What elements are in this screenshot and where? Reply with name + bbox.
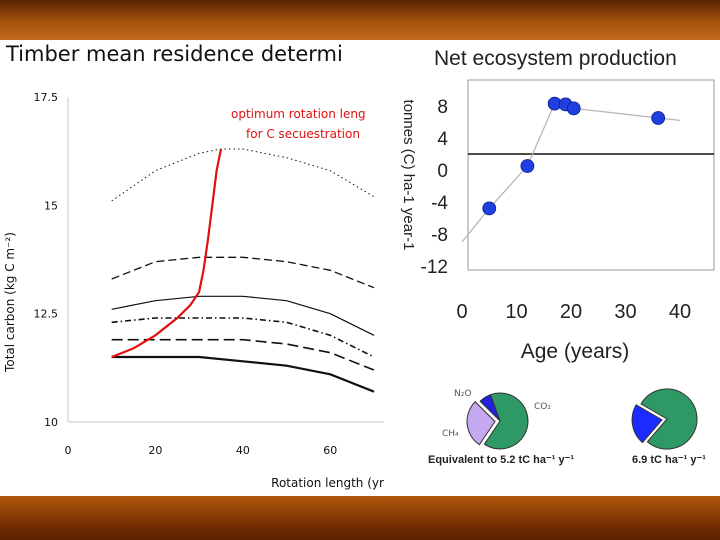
carbon-series-dashed: [111, 256, 375, 289]
pie1-slice-label: CH₄: [442, 429, 459, 439]
optimum-annotation-line-1: optimum rotation leng: [231, 107, 366, 121]
nep-data-point: [520, 159, 535, 173]
carbon-series-dash-dot: [111, 317, 375, 358]
pie1-slice: [479, 394, 501, 422]
left-y-tick-label: 10: [44, 416, 58, 429]
carbon-series-solid-thick: [111, 355, 375, 393]
pie2-caption: 6.9 tC ha⁻¹ y⁻¹: [632, 454, 706, 466]
nep-y-tick-label: 4: [437, 129, 448, 150]
nep-y-axis-label: tonnes (C) ha-1 year-1: [400, 100, 417, 251]
pie1-slice-label: N₂O: [454, 389, 471, 399]
nep-trend-line: [461, 102, 681, 243]
pie1-caption: Equivalent to 5.2 tC ha⁻¹ y⁻¹: [428, 454, 575, 466]
pie1-slice-label: CO₂: [534, 402, 551, 412]
nep-chart: tonnes (C) ha-1 year-1 Age (years) 840-4…: [400, 79, 715, 363]
left-y-axis-label: Total carbon (kg C m⁻²): [3, 232, 17, 373]
optimum-annotation-line-2: for C secuestration: [246, 127, 360, 141]
nep-y-tick-label: -12: [421, 257, 448, 278]
left-x-tick-label: 60: [323, 444, 337, 457]
nep-data-point: [566, 101, 581, 116]
nep-x-tick-label: 0: [456, 301, 467, 323]
footer-band: [0, 496, 720, 540]
nep-y-tick-label: -8: [431, 225, 448, 246]
left-chart-panel: Timber mean residence determi Total carb…: [0, 40, 384, 496]
left-y-tick-label: 15: [44, 199, 58, 212]
nep-x-tick-label: 20: [560, 301, 582, 323]
pie1-slice: [466, 401, 496, 446]
header-band: [0, 0, 720, 40]
nep-data-point: [482, 201, 497, 216]
carbon-series-optimum: [111, 148, 223, 359]
nep-y-tick-label: 8: [437, 97, 448, 118]
nep-y-tick-label: -4: [431, 193, 448, 214]
left-chart-title: Timber mean residence determi: [6, 42, 343, 66]
nep-y-tick-label: 0: [437, 161, 448, 182]
pie2-slice: [631, 404, 663, 444]
left-x-tick-label: 20: [148, 444, 162, 457]
right-chart-panel: Net ecosystem production tonnes (C) ha-1…: [384, 40, 720, 496]
carbon-series-long-dash: [111, 338, 375, 371]
right-chart-title: Net ecosystem production: [434, 47, 677, 70]
left-x-tick-label: 0: [65, 444, 72, 457]
carbon-series-dotted: [111, 148, 375, 202]
nep-x-tick-label: 30: [614, 301, 636, 323]
nep-x-axis-label: Age (years): [521, 340, 630, 363]
carbon-series-solid-thin: [111, 295, 375, 336]
left-x-tick-label: 40: [236, 444, 250, 457]
ghg-pies: CO₂ CH₄ N₂O: [442, 388, 698, 450]
carbon-chart: Total carbon (kg C m⁻²) Rotation length …: [3, 91, 384, 490]
nep-x-tick-label: 40: [669, 301, 691, 323]
left-x-axis-label: Rotation length (yrs): [271, 476, 384, 490]
left-y-tick-label: 17.5: [34, 91, 59, 104]
nep-x-tick-label: 10: [505, 301, 527, 323]
nep-plot-frame: [467, 79, 715, 271]
left-y-tick-label: 12.5: [34, 308, 59, 321]
pie2-slice: [640, 388, 698, 450]
nep-data-point: [651, 111, 666, 125]
